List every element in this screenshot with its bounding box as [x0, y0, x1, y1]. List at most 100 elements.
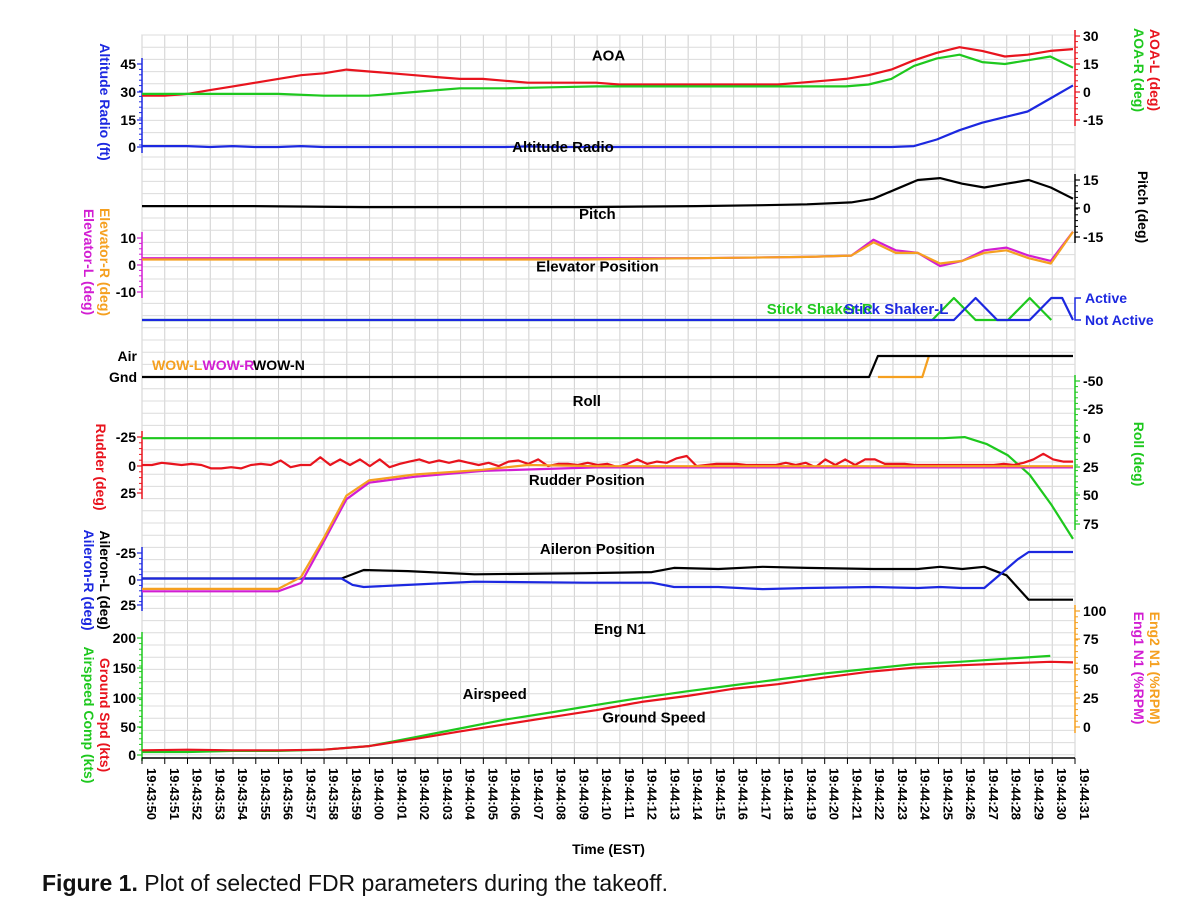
time-axis-title: Time (EST)	[572, 841, 645, 857]
wow-tick-label: Gnd	[109, 369, 137, 385]
time-tick-label: 19:44:13	[667, 768, 682, 820]
panel-axis-tick-label: 15	[120, 112, 136, 128]
panel-axis-tick-label: -50	[1083, 373, 1103, 389]
time-tick-label: 19:44:22	[872, 768, 887, 820]
panel-annotation: Pitch	[579, 206, 616, 223]
time-tick-label: 19:44:29	[1031, 768, 1046, 820]
wow-legend-item: WOW-L	[152, 357, 203, 373]
wow-tick-label: Air	[118, 348, 138, 364]
time-tick-label: 19:44:31	[1077, 768, 1092, 820]
panel-axis-title: Roll (deg)	[1131, 422, 1147, 487]
series-elevator-l	[142, 231, 1074, 268]
series-aileron-l	[142, 565, 1073, 601]
series-elevator-r	[142, 231, 1074, 265]
time-tick-label: 19:44:23	[895, 768, 910, 820]
panel-aileron: -25 0 25 Aileron-L (deg)Aileron-R (deg) Aile…	[81, 529, 1073, 631]
panel-axis-tick-label: 15	[1083, 56, 1099, 72]
panel-axis-tick-label: 0	[1083, 84, 1091, 100]
stick-axis-bracket	[1074, 297, 1081, 321]
time-tick-label: 19:44:03	[440, 768, 455, 820]
figure-caption-label: Figure 1.	[42, 870, 138, 896]
panel-axis-tick-label: 45	[120, 56, 136, 72]
panel-axis-tick-label: 150	[113, 660, 137, 676]
panel-axis-tick-label: 25	[1083, 690, 1099, 706]
panel-axis-tick-label: 75	[1083, 516, 1099, 532]
panel-annotation: Altitude Radio	[512, 139, 614, 156]
time-tick-label: 19:44:27	[986, 768, 1001, 820]
time-tick-label: 19:43:51	[167, 768, 182, 820]
series-stick-shaker-l	[142, 296, 1074, 322]
time-tick-label: 19:44:04	[463, 768, 478, 821]
series-aoa-r	[142, 53, 1074, 97]
time-tick-label: 19:44:01	[394, 768, 409, 820]
time-tick-label: 19:44:21	[849, 768, 864, 820]
wow-legend-item: WOW-N	[253, 357, 305, 373]
series-ground-speed	[141, 660, 1074, 752]
panel-axis-tick-label: 50	[1083, 487, 1099, 503]
panel-annotation: Aileron Position	[540, 541, 655, 558]
time-tick-label: 19:44:02	[417, 768, 432, 820]
time-tick-label: 19:44:00	[372, 768, 387, 820]
series-pitch	[142, 177, 1074, 209]
panel-axis-tick-label: 0	[128, 572, 136, 588]
panel-annotation: Stick Shaker-L	[844, 301, 948, 318]
panel-pitch: -15 0 15 Pitch (deg) Pitch	[142, 171, 1151, 245]
series-rudder-position	[142, 452, 1073, 470]
time-tick-label: 19:44:12	[645, 768, 660, 820]
time-tick-label: 19:44:26	[963, 768, 978, 820]
panel-axis-tick-label: 0	[1083, 200, 1091, 216]
time-tick-label: 19:44:06	[508, 768, 523, 820]
panel-axis-title: Elevator-L (deg)	[81, 209, 97, 315]
panel-axis-tick-label: 75	[1083, 631, 1099, 647]
series-eng2-n1	[142, 463, 1073, 590]
chart-panels: 0 15 30 45 Altitude Radio (ft) -15 0 15 30 AOA-R …	[81, 28, 1163, 783]
panel-axis-title: Altitude Radio (ft)	[97, 43, 113, 160]
panel-roll: -25 0 25 Rudder (deg) -50 -25 0 25 50 75 Roll (deg…	[93, 373, 1147, 540]
time-tick-label: 19:44:28	[1009, 768, 1024, 820]
panel-axis-tick-label: 25	[120, 485, 136, 501]
panel-annotation: Roll	[573, 393, 601, 410]
time-tick-label: 19:44:10	[599, 768, 614, 820]
panel-annotation: Airspeed	[463, 686, 527, 703]
time-tick-label: 19:43:52	[190, 768, 205, 820]
wow-legend-item: WOW-R	[203, 357, 255, 373]
panel-axis-tick-label: -25	[116, 545, 136, 561]
panel-axis-tick-label: 50	[1083, 661, 1099, 677]
panel-axis-tick-label: 50	[120, 719, 136, 735]
time-tick-label: 19:43:59	[349, 768, 364, 820]
time-tick-label: 19:44:14	[690, 768, 705, 821]
panel-elevator: -10 0 10 Elevator-R (deg)Elevator-L (deg) El…	[81, 208, 1074, 316]
time-tick-label: 19:44:11	[622, 768, 637, 819]
time-tick-label: 19:44:20	[827, 768, 842, 820]
time-tick-label: 19:44:17	[758, 768, 773, 820]
panel-axis-title: Rudder (deg)	[93, 423, 109, 510]
panel-axis-tick-label: -10	[116, 284, 136, 300]
panel-axis-tick-label: 100	[113, 690, 137, 706]
series-eng1-n1	[142, 466, 1073, 593]
time-tick-label: 19:44:08	[554, 768, 569, 820]
stick-state-label: Active	[1085, 290, 1127, 306]
series-aoa-l	[142, 46, 1074, 97]
time-tick-label: 19:43:54	[235, 768, 250, 821]
panel-aoa: 0 15 30 45 Altitude Radio (ft) -15 0 15 30 AOA-R …	[97, 28, 1163, 161]
series-aileron-r	[142, 550, 1073, 591]
panel-axis-tick-label: 0	[1083, 719, 1091, 735]
time-tick-label: 19:43:55	[258, 768, 273, 820]
panel-axis-tick-label: 0	[1083, 430, 1091, 446]
figure-caption: Figure 1. Plot of selected FDR parameter…	[42, 870, 668, 897]
time-tick-label: 19:44:15	[713, 768, 728, 820]
time-tick-label: 19:44:05	[485, 768, 500, 820]
panel-axis-tick-label: 30	[1083, 28, 1099, 44]
panel-axis-title: Ground Spd (kts)	[97, 658, 113, 772]
time-tick-label: 19:43:58	[326, 768, 341, 820]
panel-annotation: Elevator Position	[536, 258, 659, 275]
panel-axis-tick-label: -25	[1083, 401, 1103, 417]
panel-axis-title: Eng2 N1 (%RPM)	[1147, 612, 1163, 725]
panel-axis-tick-label: 0	[128, 257, 136, 273]
time-tick-label: 19:44:19	[804, 768, 819, 820]
panel-axis-tick-label: 100	[1083, 603, 1107, 619]
panel-axis-tick-label: 30	[120, 84, 136, 100]
